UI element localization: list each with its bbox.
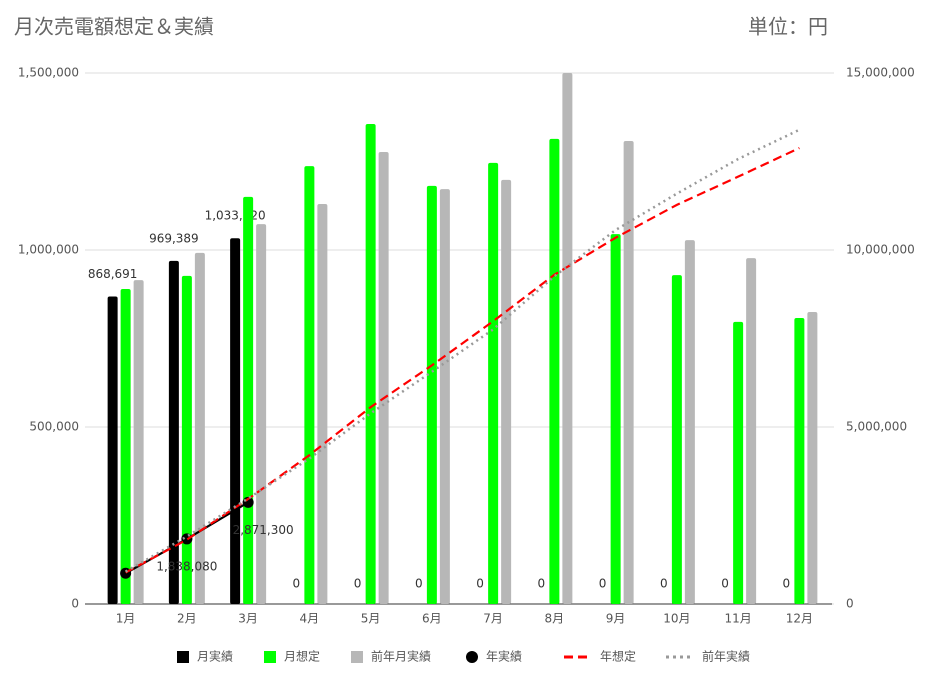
bar (501, 179, 512, 604)
legend-label: 前年実績 (702, 649, 750, 664)
y2-tick-label: 15,000,000 (846, 66, 915, 80)
legend-swatch (466, 651, 478, 663)
bar (107, 296, 118, 604)
bar (133, 280, 144, 604)
data-label: 868,691 (88, 267, 138, 281)
bar (684, 240, 695, 604)
legend-swatch (264, 651, 276, 663)
x-tick-label: 4月 (300, 612, 320, 626)
bar (807, 311, 818, 604)
bar (317, 203, 328, 605)
x-tick-label: 5月 (361, 612, 381, 626)
y-tick-label: 0 (71, 597, 79, 611)
bar (746, 258, 757, 604)
line (125, 147, 800, 574)
data-label: 1,838,080 (156, 559, 217, 573)
data-label: 0 (721, 577, 729, 591)
bar (562, 73, 573, 604)
x-tick-label: 8月 (545, 612, 565, 626)
bar (365, 123, 376, 604)
bar (610, 234, 621, 604)
x-tick-label: 6月 (422, 612, 442, 626)
bar (794, 317, 805, 604)
legend-label: 年想定 (600, 649, 636, 664)
unit-label: 単位：円 (748, 15, 828, 39)
bar (256, 224, 267, 604)
data-label: 1,033,220 (205, 209, 266, 223)
data-label: 0 (476, 577, 484, 591)
bar (733, 321, 744, 604)
x-tick-label: 2月 (177, 612, 197, 626)
bar (304, 166, 315, 605)
y2-tick-label: 10,000,000 (846, 243, 915, 257)
y2-tick-label: 5,000,000 (846, 420, 907, 434)
x-tick-label: 7月 (483, 612, 503, 626)
data-label: 0 (783, 577, 791, 591)
legend-swatch (177, 651, 189, 663)
x-tick-label: 12月 (786, 612, 813, 626)
legend-label: 月想定 (284, 649, 320, 664)
bar (623, 140, 634, 604)
bar (439, 189, 450, 604)
bar (181, 275, 192, 604)
bar (243, 196, 254, 604)
data-label: 2,871,300 (233, 523, 294, 537)
bar (194, 252, 205, 604)
legend-swatch (351, 651, 363, 663)
bar (168, 260, 179, 604)
y-tick-label: 500,000 (29, 420, 79, 434)
legend-label: 前年月実績 (371, 649, 431, 664)
data-label: 0 (415, 577, 423, 591)
legend-label: 年実績 (486, 649, 522, 664)
y-tick-label: 1,000,000 (18, 243, 79, 257)
data-label: 0 (538, 577, 546, 591)
bar (378, 151, 389, 604)
chart-title: 月次売電額想定＆実績 (14, 15, 214, 39)
bar (671, 275, 682, 604)
bar (488, 162, 499, 604)
data-label: 969,389 (149, 231, 199, 245)
bar (549, 138, 560, 604)
y2-tick-label: 0 (846, 597, 854, 611)
y-tick-label: 1,500,000 (18, 66, 79, 80)
bar (120, 288, 131, 604)
data-label: 0 (599, 577, 607, 591)
x-tick-label: 10月 (663, 612, 690, 626)
legend-label: 月実績 (197, 649, 233, 664)
data-label: 0 (354, 577, 362, 591)
bar (426, 185, 437, 604)
x-tick-label: 3月 (238, 612, 258, 626)
bar (230, 238, 241, 605)
x-tick-label: 1月 (116, 612, 136, 626)
data-label: 0 (293, 577, 301, 591)
data-label: 0 (660, 577, 668, 591)
x-tick-label: 9月 (606, 612, 626, 626)
x-tick-label: 11月 (724, 612, 751, 626)
line (125, 128, 800, 573)
